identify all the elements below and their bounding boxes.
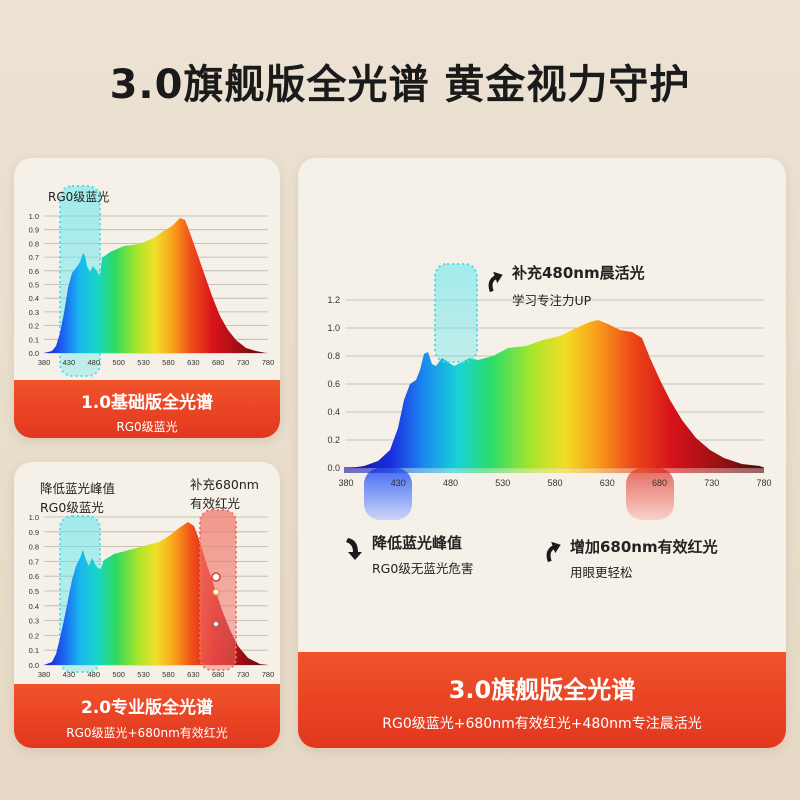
x-tick-label: 730 bbox=[704, 478, 719, 488]
annotation-680-sub: 用眼更轻松 bbox=[570, 565, 633, 580]
y-tick-label: 1.0 bbox=[327, 323, 340, 333]
y-tick-label: 0.9 bbox=[29, 528, 39, 537]
y-tick-label: 1.2 bbox=[327, 295, 340, 305]
x-tick-label: 480 bbox=[88, 670, 101, 679]
rg0-label: RG0级蓝光 bbox=[48, 190, 110, 204]
spectrum-card-v1: 1.0 0.9 0.8 0.7 0.6 0.5 0.4 0.3 0.2 0.1 0.0 380 430… bbox=[14, 158, 280, 438]
y-tick-label: 1.0 bbox=[29, 212, 39, 221]
card2-red-label-2: 有效红光 bbox=[190, 496, 241, 511]
card1-banner-title: 1.0基础版全光谱 bbox=[80, 393, 214, 413]
y-tick-label: 0.0 bbox=[29, 349, 39, 358]
annotation-480-sub: 学习专注力UP bbox=[512, 293, 592, 308]
x-tick-label: 530 bbox=[137, 670, 150, 679]
x-tick-label: 500 bbox=[112, 670, 125, 679]
card1-banner-sub: RG0级蓝光 bbox=[116, 420, 178, 434]
y-tick-label: 0.4 bbox=[29, 602, 39, 611]
x-tick-label: 780 bbox=[262, 358, 275, 367]
y-tick-label: 0.6 bbox=[29, 572, 39, 581]
x-tick-label: 380 bbox=[338, 478, 353, 488]
y-tick-label: 0.6 bbox=[29, 267, 39, 276]
y-tick-label: 0.0 bbox=[327, 463, 340, 473]
card2-banner: 2.0专业版全光谱 RG0级蓝光+680nm有效红光 bbox=[14, 684, 280, 748]
card2-blue-label-1: 降低蓝光峰值 bbox=[40, 481, 116, 496]
x-tick-label: 680 bbox=[652, 478, 667, 488]
y-tick-label: 0.7 bbox=[29, 557, 39, 566]
y-tick-label: 0.8 bbox=[29, 543, 39, 552]
x-tick-label: 480 bbox=[443, 478, 458, 488]
y-tick-label: 0.5 bbox=[29, 587, 39, 596]
card3-banner: 3.0旗舰版全光谱 RG0级蓝光+680nm有效红光+480nm专注晨活光 bbox=[298, 652, 786, 748]
spectrum-chart-v1: 1.0 0.9 0.8 0.7 0.6 0.5 0.4 0.3 0.2 0.1 0.0 380 430… bbox=[29, 185, 275, 377]
x-tick-label: 780 bbox=[262, 670, 275, 679]
x-tick-label: 630 bbox=[600, 478, 615, 488]
y-tick-label: 0.2 bbox=[29, 631, 39, 640]
spectrum-card-v3: 1.2 1.0 0.8 0.6 0.4 0.2 0.0 380 430 480 530 580 630… bbox=[298, 158, 786, 748]
spectrum-chart-v3: 1.2 1.0 0.8 0.6 0.4 0.2 0.0 380 430 480 530 580 630… bbox=[327, 263, 772, 563]
y-tick-label: 0.5 bbox=[29, 281, 39, 290]
x-tick-label: 530 bbox=[137, 358, 150, 367]
x-tick-label: 630 bbox=[187, 358, 200, 367]
x-tick-label: 730 bbox=[237, 670, 250, 679]
annotation-680-title: 增加680nm有效红光 bbox=[570, 538, 718, 556]
arrow-down-icon bbox=[346, 538, 362, 560]
y-tick-label: 0.4 bbox=[327, 407, 340, 417]
x-tick-label: 430 bbox=[63, 670, 76, 679]
x-tick-label: 680 bbox=[212, 358, 225, 367]
y-tick-label: 0.2 bbox=[327, 435, 340, 445]
x-tick-label: 500 bbox=[112, 358, 125, 367]
y-tick-label: 1.0 bbox=[29, 513, 39, 522]
arrow-up-icon-2 bbox=[546, 541, 561, 563]
card3-banner-sub: RG0级蓝光+680nm有效红光+480nm专注晨活光 bbox=[382, 716, 702, 732]
x-tick-label: 430 bbox=[63, 358, 76, 367]
arrow-up-icon-1 bbox=[488, 271, 503, 293]
x-tick-label: 380 bbox=[38, 358, 51, 367]
y-tick-label: 0.8 bbox=[327, 351, 340, 361]
card1-banner: 1.0基础版全光谱 RG0级蓝光 bbox=[14, 380, 280, 438]
y-tick-label: 0.3 bbox=[29, 308, 39, 317]
x-tick-label: 580 bbox=[162, 358, 175, 367]
spectrum-chart-v2: 1.0 0.9 0.8 0.7 0.6 0.5 0.4 0.3 0.2 0.1 0.0 380 430… bbox=[29, 509, 275, 679]
y-tick-label: 0.1 bbox=[29, 335, 39, 344]
y-tick-label: 0.9 bbox=[29, 226, 39, 235]
spectrum-curve-v3 bbox=[350, 320, 764, 468]
x-tick-label: 580 bbox=[162, 670, 175, 679]
annotation-480-title: 补充480nm晨活光 bbox=[512, 264, 645, 282]
y-tick-label: 0.2 bbox=[29, 322, 39, 331]
card2-blue-label-2: RG0级蓝光 bbox=[40, 500, 104, 515]
y-tick-label: 0.8 bbox=[29, 239, 39, 248]
spectrum-card-v2: 1.0 0.9 0.8 0.7 0.6 0.5 0.4 0.3 0.2 0.1 0.0 380 430… bbox=[14, 462, 280, 748]
y-tick-label: 0.4 bbox=[29, 294, 39, 303]
x-tick-label: 480 bbox=[88, 358, 101, 367]
x-tick-label: 430 bbox=[391, 478, 406, 488]
x-tick-label: 730 bbox=[237, 358, 250, 367]
x-tick-label: 630 bbox=[187, 670, 200, 679]
x-tick-label: 380 bbox=[38, 670, 51, 679]
x-tick-label: 530 bbox=[495, 478, 510, 488]
y-tick-label: 0.1 bbox=[29, 646, 39, 655]
spectrum-curve-v1 bbox=[44, 218, 266, 353]
card2-banner-title: 2.0专业版全光谱 bbox=[80, 698, 214, 718]
y-tick-label: 0.7 bbox=[29, 253, 39, 262]
y-tick-label: 0.3 bbox=[29, 617, 39, 626]
y-tick-label: 0.0 bbox=[29, 661, 39, 670]
x-tick-label: 780 bbox=[756, 478, 771, 488]
y-tick-label: 0.6 bbox=[327, 379, 340, 389]
card3-banner-title: 3.0旗舰版全光谱 bbox=[448, 676, 636, 704]
x-tick-label: 580 bbox=[547, 478, 562, 488]
page-title: 3.0旗舰版全光谱 黄金视力守护 bbox=[109, 62, 691, 108]
annotation-blue-title: 降低蓝光峰值 bbox=[372, 534, 463, 552]
card2-banner-sub: RG0级蓝光+680nm有效红光 bbox=[66, 726, 228, 740]
card2-red-label-1: 补充680nm bbox=[190, 477, 259, 492]
x-tick-label: 680 bbox=[212, 670, 225, 679]
annotation-blue-sub: RG0级无蓝光危害 bbox=[372, 561, 474, 576]
